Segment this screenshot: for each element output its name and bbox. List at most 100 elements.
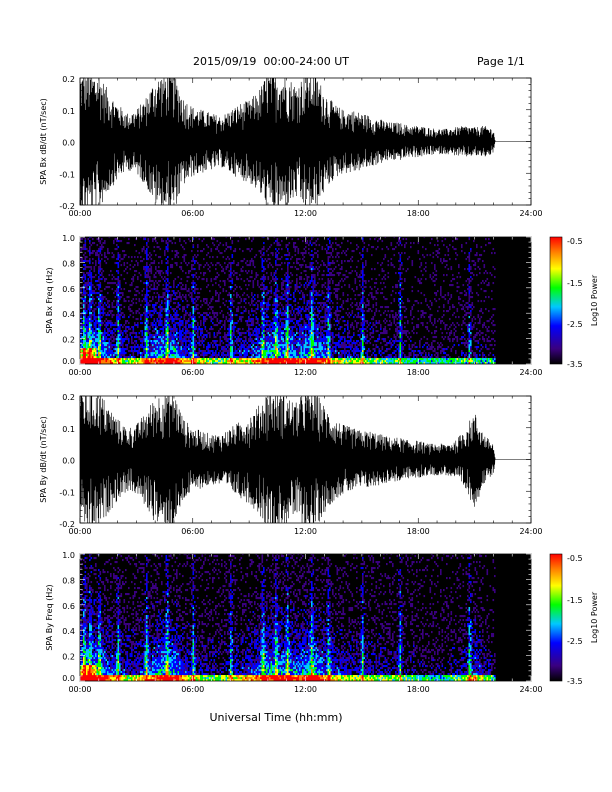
spectrogram-cell	[188, 330, 190, 333]
spectrogram-cell	[212, 350, 214, 353]
spectrogram-cell	[215, 360, 217, 363]
spectrogram-cell	[90, 336, 93, 339]
spectrogram-cell	[98, 340, 100, 343]
spectrogram-cell	[269, 324, 271, 327]
spectrogram-cell	[257, 338, 259, 341]
spectrogram-cell	[87, 332, 90, 335]
spectrogram-cell	[153, 342, 156, 345]
spectrogram-cell	[287, 258, 289, 261]
spectrogram-cell	[126, 242, 129, 245]
spectrogram-cell	[278, 360, 280, 363]
spectrogram-cell	[96, 344, 99, 347]
spectrogram-cell	[206, 348, 208, 351]
spectrogram-cell	[281, 278, 283, 281]
spectrogram-cell	[95, 274, 97, 277]
spectrogram-cell	[284, 346, 286, 349]
spectrogram-cell	[245, 344, 247, 347]
spectrogram-cell	[81, 286, 84, 289]
spectrogram-cell	[188, 290, 190, 293]
spectrogram-cell	[201, 358, 204, 361]
spectrogram-cell	[194, 348, 196, 351]
spectrogram-cell	[159, 304, 162, 307]
spectrogram-cell	[137, 256, 139, 259]
spectrogram-cell	[242, 266, 244, 269]
spectrogram-cell	[191, 356, 193, 359]
spectrogram-cell	[279, 244, 282, 247]
spectrogram-cell	[228, 258, 231, 261]
spectrogram-cell	[224, 320, 226, 323]
spectrogram-cell	[83, 292, 85, 295]
spectrogram-cell	[312, 318, 315, 321]
spectrogram-cell	[248, 332, 250, 335]
spectrogram-cell	[264, 342, 267, 345]
spectrogram-cell	[98, 318, 100, 321]
spectrogram-cell	[165, 272, 168, 275]
spectrogram-cell	[183, 358, 186, 361]
spectrogram-cell	[218, 330, 220, 333]
spectrogram-cell	[212, 328, 214, 331]
spectrogram-cell	[161, 362, 163, 364]
spectrogram-cell	[234, 360, 237, 363]
spectrogram-cell	[191, 352, 193, 355]
spectrogram-cell	[152, 322, 154, 325]
spectrogram-cell	[263, 260, 265, 263]
spectrogram-cell	[93, 286, 96, 289]
spectrogram-cell	[167, 256, 169, 259]
spectrogram-cell	[269, 326, 271, 329]
spectrogram-cell	[123, 316, 126, 319]
spectrogram-cell	[311, 298, 313, 301]
spectrogram-cell	[297, 324, 300, 327]
spectrogram-cell	[117, 282, 120, 285]
spectrogram-cell	[180, 338, 183, 341]
spectrogram-cell	[291, 338, 294, 341]
spectrogram-cell	[296, 358, 298, 361]
spectrogram-cell	[209, 358, 211, 361]
spectrogram-cell	[153, 330, 156, 333]
spectrogram-cell	[209, 270, 211, 273]
spectrogram-cell	[261, 264, 264, 267]
spectrogram-cell	[161, 348, 163, 351]
spectrogram-cell	[81, 304, 84, 307]
spectrogram-cell	[252, 344, 255, 347]
spectrogram-cell	[123, 348, 126, 351]
spectrogram-cell	[138, 350, 141, 353]
spectrogram-cell	[261, 312, 264, 315]
spectrogram-cell	[255, 312, 258, 315]
spectrogram-cell	[203, 298, 205, 301]
spectrogram-cell	[309, 316, 312, 319]
spectrogram-cell	[155, 352, 157, 355]
spectrogram-cell	[89, 294, 91, 297]
spectrogram-cell	[257, 300, 259, 303]
spectrogram-cell	[90, 344, 93, 347]
spectrogram-cell	[288, 330, 291, 333]
spectrogram-cell	[248, 302, 250, 305]
spectrogram-cell	[101, 332, 103, 335]
spectrogram-cell	[171, 290, 174, 293]
spectrogram-cell	[261, 260, 264, 263]
spectrogram-cell	[110, 360, 112, 363]
spectrogram-cell	[159, 334, 162, 337]
spectrogram-cell	[266, 286, 268, 289]
spectrogram-cell	[141, 250, 144, 253]
spectrogram-cell	[302, 328, 304, 331]
spectrogram-cell	[260, 306, 262, 309]
spectrogram-cell	[312, 338, 315, 341]
spectrogram-cell	[177, 256, 180, 259]
spectrogram-cell	[156, 320, 159, 323]
spectrogram-cell	[146, 324, 148, 327]
spectrogram-cell	[153, 262, 156, 265]
spectrogram-cell	[296, 268, 298, 271]
spectrogram-cell	[149, 348, 151, 351]
spectrogram-cell	[107, 252, 109, 255]
spectrogram-cell	[207, 252, 210, 255]
spectrogram-cell	[152, 336, 154, 339]
spectrogram-cell	[311, 332, 313, 335]
spectrogram-cell	[257, 274, 259, 277]
spectrogram-cell	[153, 308, 156, 311]
spectrogram-cell	[275, 330, 277, 333]
spectrogram-cell	[269, 320, 271, 323]
spectrogram-cell	[101, 254, 103, 257]
spectrogram-cell	[264, 294, 267, 297]
spectrogram-cell	[222, 362, 225, 364]
spectrogram-cell	[107, 282, 109, 285]
